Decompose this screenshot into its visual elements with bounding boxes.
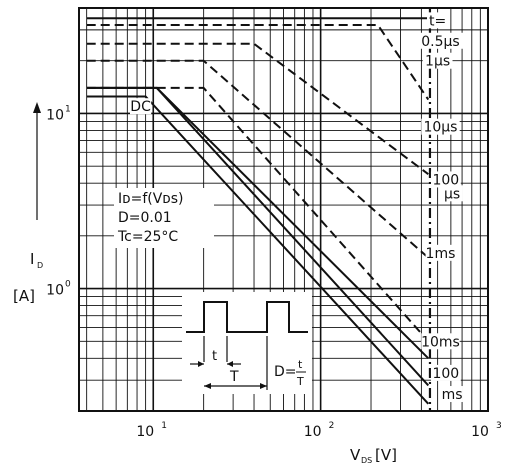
x-tick-label: 10 (471, 424, 489, 440)
y-tick-exponent: 1 (65, 104, 71, 114)
t-label: t (212, 349, 217, 364)
duty-frac-den: T (296, 375, 304, 388)
curve-label: 10ms (421, 334, 460, 350)
x-tick-label: 10 (136, 424, 154, 440)
curve-label-bg (427, 12, 449, 29)
plot-frame (78, 7, 489, 412)
y-axis-arrow-head (33, 102, 41, 113)
curve-label: 100 (432, 172, 459, 188)
y-axis-symbol: I (30, 250, 34, 268)
duty-frac-num: t (298, 358, 303, 371)
conditions-box: Iᴅ=f(Vᴅs) D=0.01 Tc=25°C (114, 188, 214, 248)
x-axis-symbol: V (350, 446, 361, 464)
curve-label-bg (416, 32, 464, 49)
pulse-waveform (186, 301, 308, 333)
x-axis-label: V DS [V] (350, 446, 397, 465)
series-line (86, 42, 429, 176)
pulse-diagram-inset: t T D= t T (182, 292, 312, 394)
curve-label-bg (422, 52, 453, 69)
series-line (86, 24, 430, 101)
curve-label: 0.5µs (421, 34, 459, 50)
series-line (86, 59, 429, 259)
curve-label-bg (129, 98, 152, 115)
y-axis-subscript: D (37, 261, 43, 270)
x-axis-unit: [V] (375, 446, 397, 464)
curve-label: DC (130, 99, 151, 115)
x-tick-exponent: 3 (496, 421, 502, 431)
curve-label: 1µs (425, 54, 450, 70)
series-line (86, 86, 430, 387)
condition-3: Tc=25°C (117, 229, 178, 245)
x-tick-exponent: 1 (161, 421, 167, 431)
curve-label: µs (444, 186, 460, 202)
curve-label-bg (425, 244, 456, 261)
condition-1: Iᴅ=f(Vᴅs) (118, 191, 184, 207)
curve-label: 1ms (426, 246, 456, 262)
x-axis-subscript: DS (361, 456, 372, 465)
curve-label-bg (430, 171, 461, 188)
curve-label: 100 (432, 366, 459, 382)
curve-label-bg (421, 118, 460, 135)
curve-label: 10µs (423, 120, 457, 136)
y-tick-label: 10 (46, 283, 64, 299)
curve-label-bg (430, 364, 461, 381)
curve-label-bg (441, 185, 463, 202)
y-tick-exponent: 0 (65, 280, 71, 290)
x-tick-label: 10 (304, 424, 322, 440)
series-line (86, 86, 430, 342)
T-label: T (229, 369, 239, 385)
x-tick-exponent: 2 (329, 421, 335, 431)
series-line (86, 95, 430, 405)
y-tick-label: 10 (46, 107, 64, 123)
curve-label-bg (421, 333, 460, 350)
chart-series (86, 8, 432, 411)
curve-label-bg (441, 386, 463, 403)
y-axis-unit: [A] (13, 287, 35, 305)
duty-label: D= (274, 364, 297, 380)
curve-label: t= (429, 13, 446, 29)
curve-label: ms (442, 387, 463, 403)
condition-2: D=0.01 (118, 210, 172, 226)
y-axis-label: I D [A] (13, 102, 43, 305)
axis-ticks: 10 1 10 2 10 310 010 1 (46, 104, 502, 440)
